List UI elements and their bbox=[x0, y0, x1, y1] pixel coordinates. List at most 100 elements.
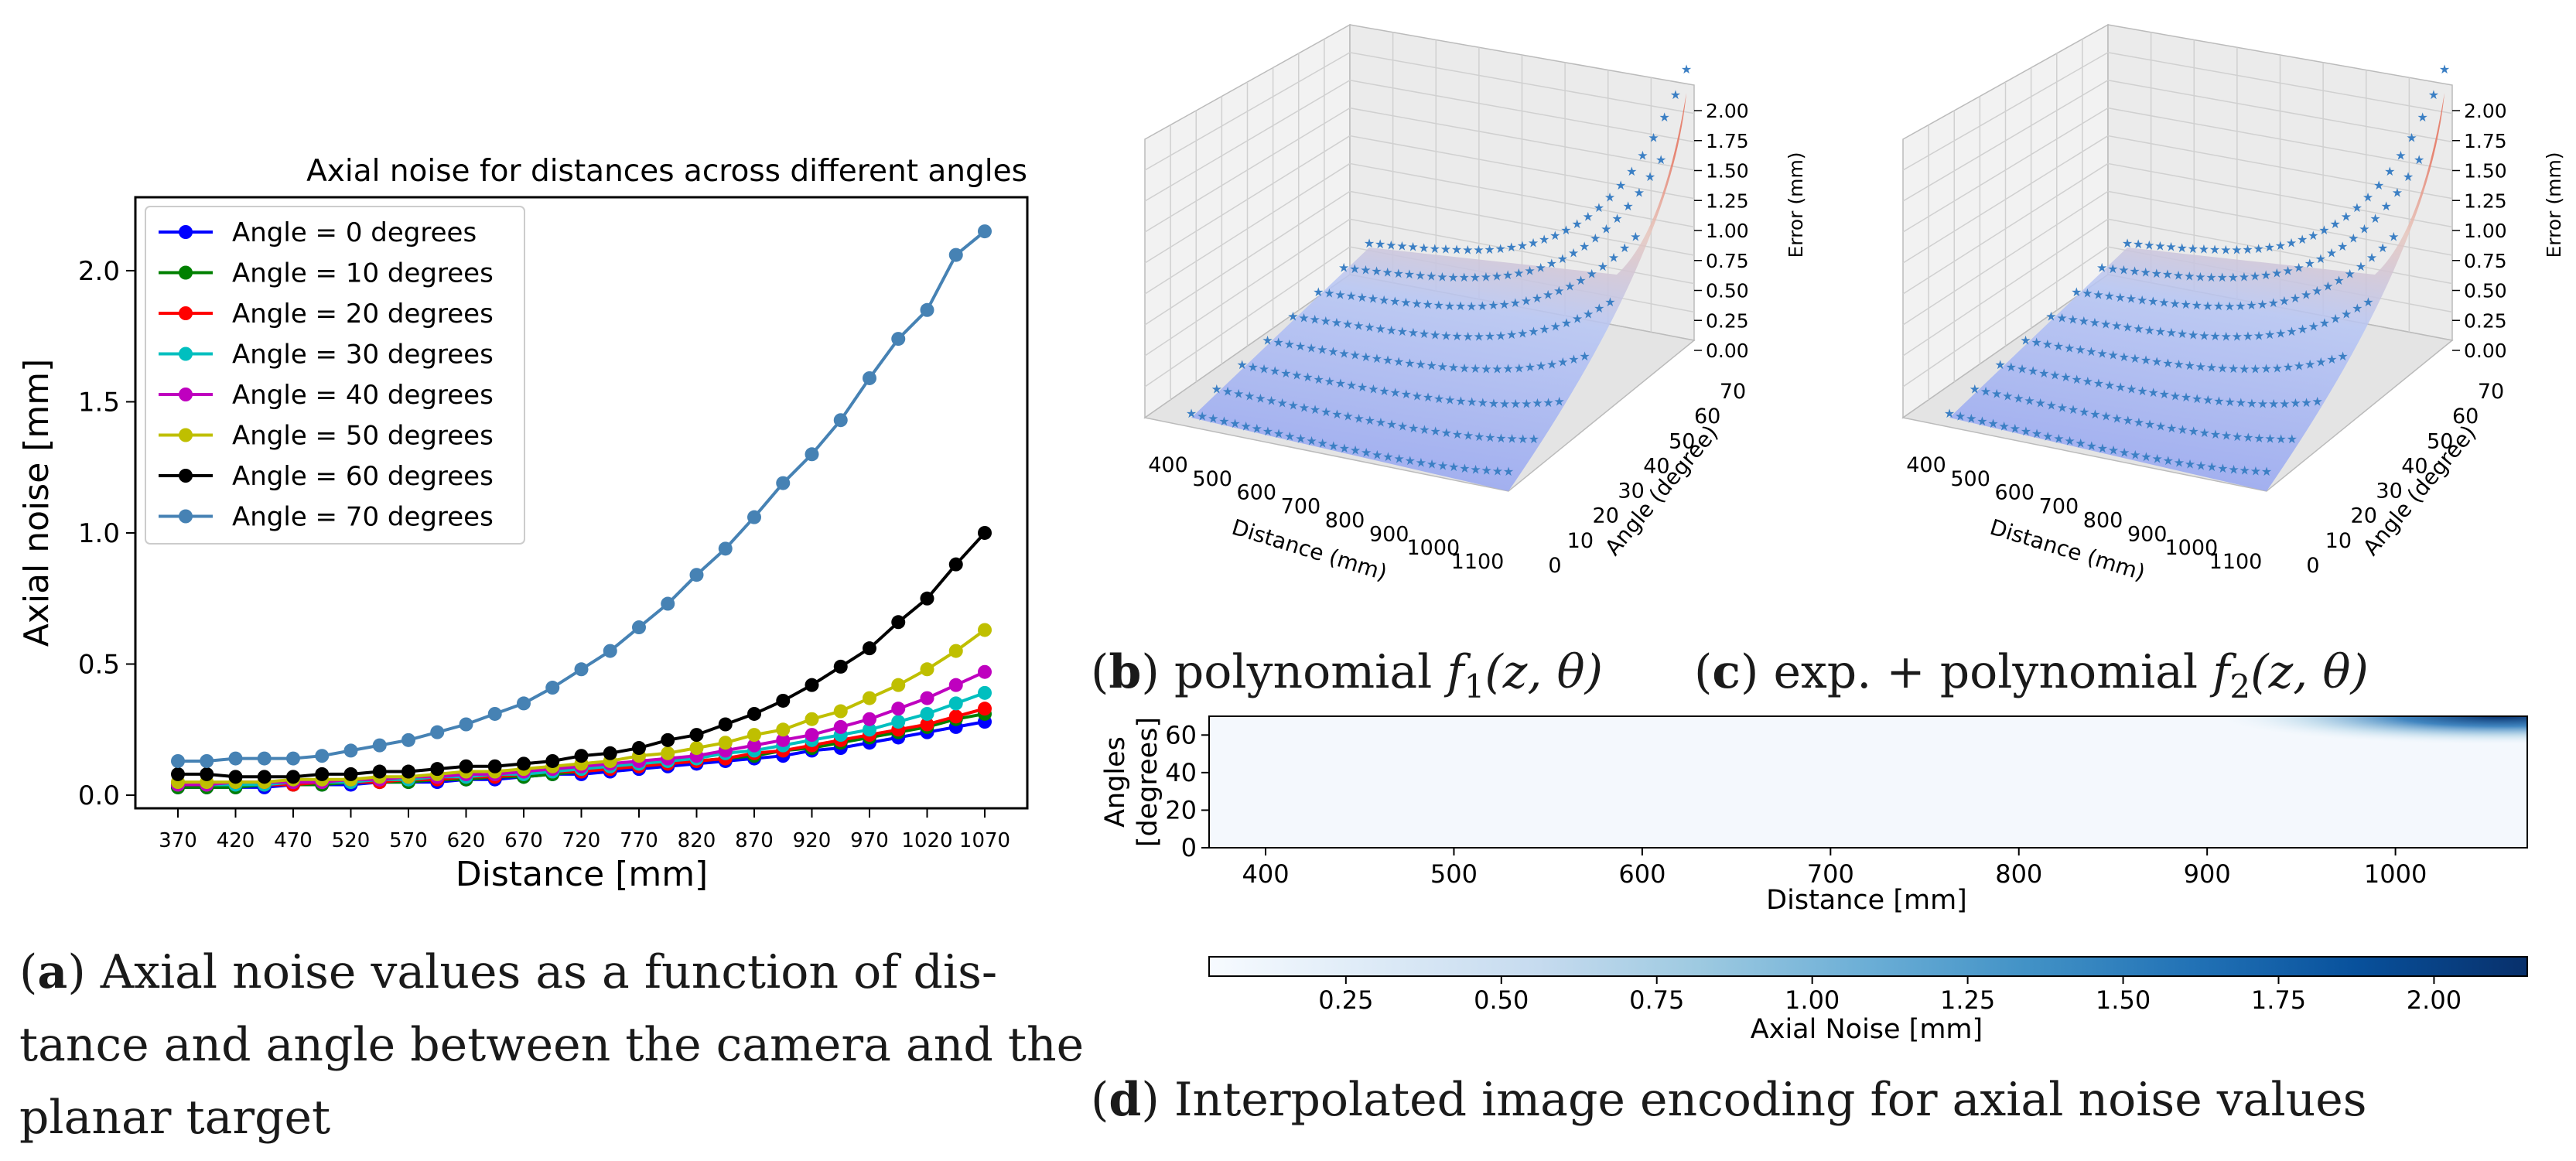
surface-marker: ★ bbox=[1455, 299, 1466, 313]
data-point bbox=[459, 717, 473, 732]
surface-marker: ★ bbox=[2166, 326, 2177, 340]
surface-marker: ★ bbox=[2202, 299, 2213, 313]
surface-marker: ★ bbox=[1473, 242, 1484, 257]
surface-marker: ★ bbox=[2213, 299, 2224, 313]
distance-axis-label: Distance (mm) bbox=[1987, 514, 2148, 586]
surface-marker: ★ bbox=[1448, 459, 1459, 474]
distance-tick-label: 1100 bbox=[1451, 550, 1505, 574]
line-chart: Axial noise for distances across differe… bbox=[17, 154, 1029, 894]
grid-line bbox=[1349, 135, 1695, 200]
surface-marker: ★ bbox=[1980, 384, 1991, 399]
data-point bbox=[948, 557, 963, 572]
x-tick-label: 670 bbox=[504, 829, 543, 852]
surface-marker: ★ bbox=[2337, 349, 2348, 364]
surface-marker: ★ bbox=[1474, 429, 1484, 444]
surface-marker: ★ bbox=[2006, 360, 2017, 374]
surface-marker: ★ bbox=[1459, 461, 1470, 476]
surface-marker: ★ bbox=[2326, 352, 2337, 367]
surface-marker: ★ bbox=[2359, 222, 2369, 237]
caption-b-sub: 1 bbox=[1464, 668, 1485, 705]
surface-marker: ★ bbox=[2202, 393, 2213, 408]
caption-c-sub: 2 bbox=[2229, 668, 2251, 705]
surface-marker: ★ bbox=[2020, 333, 2031, 348]
heatmap-image-hotspot bbox=[1209, 716, 2527, 848]
surface-marker: ★ bbox=[2206, 459, 2217, 474]
surface-marker: ★ bbox=[2304, 357, 2315, 371]
caption-b-text: polynomial bbox=[1174, 645, 1433, 699]
surface-marker: ★ bbox=[2268, 295, 2279, 310]
surface-marker: ★ bbox=[2002, 389, 2013, 404]
surface-marker: ★ bbox=[2286, 324, 2297, 339]
data-point bbox=[517, 696, 531, 711]
surface-marker: ★ bbox=[1437, 458, 1448, 473]
data-point bbox=[200, 753, 214, 768]
surface-marker: ★ bbox=[2126, 292, 2137, 306]
surface-marker: ★ bbox=[2253, 431, 2264, 446]
surface-marker: ★ bbox=[1393, 266, 1404, 281]
surface-marker: ★ bbox=[2213, 394, 2224, 408]
surface-marker: ★ bbox=[2151, 354, 2162, 369]
y-axis: 0.0 0.5 1.0 1.5 2.0 bbox=[78, 256, 135, 811]
z-tick-label: 1.25 bbox=[2464, 190, 2507, 212]
data-point bbox=[430, 725, 445, 739]
surface-marker: ★ bbox=[1648, 130, 1659, 145]
data-point bbox=[978, 525, 992, 540]
surface-marker: ★ bbox=[2272, 360, 2283, 375]
surface-marker: ★ bbox=[1645, 169, 1655, 184]
surface-marker: ★ bbox=[1575, 273, 1586, 288]
surface-marker: ★ bbox=[2232, 330, 2243, 344]
surface-marker: ★ bbox=[1995, 357, 2006, 372]
colorbar-tick-label: 0.50 bbox=[1474, 985, 1529, 1015]
surface-marker: ★ bbox=[1502, 361, 1513, 376]
surface-marker: ★ bbox=[2089, 407, 2100, 422]
colorbar bbox=[1208, 956, 2528, 977]
surface-marker: ★ bbox=[2239, 463, 2250, 477]
grid-line bbox=[1902, 246, 2109, 388]
surface-marker: ★ bbox=[2021, 424, 2031, 439]
surface-marker: ★ bbox=[2166, 421, 2177, 435]
data-point bbox=[833, 719, 848, 734]
surface-marker: ★ bbox=[2137, 292, 2147, 307]
surface-marker: ★ bbox=[2169, 296, 2180, 311]
angle-tick-label: 70 bbox=[2478, 380, 2504, 404]
surface-marker: ★ bbox=[1335, 376, 1346, 391]
distance-tick-label: 1000 bbox=[2164, 536, 2218, 560]
surface-marker: ★ bbox=[1415, 357, 1426, 372]
surface-marker: ★ bbox=[1590, 230, 1601, 245]
surface-marker: ★ bbox=[1259, 362, 1269, 377]
caption-d-label: d bbox=[1109, 1073, 1142, 1127]
surface-marker: ★ bbox=[1295, 431, 1306, 446]
surface-marker: ★ bbox=[1451, 242, 1462, 257]
surface-marker: ★ bbox=[2261, 464, 2272, 479]
angle-tick-label: 0 bbox=[2306, 554, 2319, 578]
surface-marker: ★ bbox=[1481, 270, 1491, 285]
angle-tick-label: 70 bbox=[1720, 380, 1746, 404]
surface-marker: ★ bbox=[1470, 270, 1481, 285]
colorbar-label: Axial Noise [mm] bbox=[1751, 1014, 1983, 1045]
heatmap-x-tick-label: 800 bbox=[1995, 859, 2042, 889]
data-point bbox=[978, 685, 992, 700]
surface-marker: ★ bbox=[2133, 322, 2144, 336]
surface-marker: ★ bbox=[1389, 294, 1400, 309]
data-point bbox=[372, 738, 387, 753]
x-tick-label: 1070 bbox=[959, 829, 1010, 852]
surface-marker: ★ bbox=[1218, 414, 1229, 429]
surface-marker: ★ bbox=[1594, 301, 1604, 316]
surface-marker: ★ bbox=[1561, 316, 1572, 330]
data-point bbox=[430, 762, 445, 777]
surface-marker: ★ bbox=[2035, 395, 2046, 410]
surface-marker: ★ bbox=[2064, 340, 2075, 355]
data-point bbox=[978, 224, 992, 239]
surface-marker: ★ bbox=[1458, 270, 1469, 285]
surface-marker: ★ bbox=[2304, 256, 2315, 271]
legend-entry: Angle = 10 degrees bbox=[232, 258, 494, 289]
surface-marker: ★ bbox=[1568, 246, 1579, 261]
surface-marker: ★ bbox=[1361, 446, 1372, 460]
surface-marker: ★ bbox=[1462, 242, 1473, 257]
surface-marker: ★ bbox=[2290, 291, 2301, 306]
surface-marker: ★ bbox=[1510, 295, 1521, 310]
surface-marker: ★ bbox=[1324, 286, 1334, 301]
surface-marker: ★ bbox=[2177, 422, 2188, 437]
surface-marker: ★ bbox=[2195, 458, 2206, 473]
surface-marker: ★ bbox=[2075, 436, 2086, 451]
